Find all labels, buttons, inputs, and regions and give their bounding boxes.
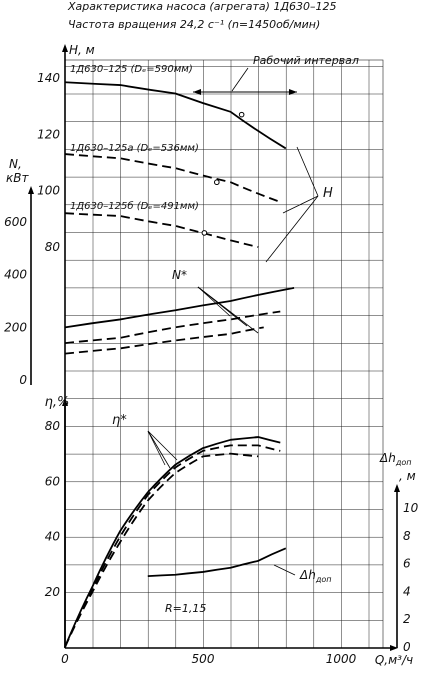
chart-title-line2: Частота вращения 24,2 с⁻¹ (n=1450об/мин) — [68, 18, 321, 31]
q-tick-label: 500 — [192, 652, 215, 666]
n-axis-label: N, — [9, 157, 22, 171]
h-axis-label: H, м — [69, 43, 95, 57]
series-curve-eta — [64, 452, 259, 648]
q-axis-arrow — [390, 645, 398, 651]
dh-callout-subscript: доп — [315, 575, 332, 584]
eta-callout-leader — [147, 430, 178, 461]
series-curve-N — [64, 286, 295, 329]
working-interval-label: Рабочий интервал — [253, 54, 359, 67]
n-callout-label: N* — [172, 268, 187, 282]
dh-axis-subscript: доп — [395, 458, 412, 467]
eta-tick-label: 20 — [45, 585, 61, 599]
series-curve-H — [64, 212, 259, 248]
h-tick-label: 100 — [37, 184, 60, 198]
h-series-label: 1Д630–125б (Dₑ=491мм) — [70, 200, 199, 212]
h-tick-label: 120 — [37, 127, 60, 141]
eta-tick-label: 80 — [45, 419, 61, 433]
dh-axis-unit: , м — [399, 469, 416, 483]
n-tick-label: 200 — [4, 320, 27, 334]
series-curve-H — [64, 153, 281, 203]
working-interval-arrow-right — [289, 89, 297, 95]
series-curve-eta — [64, 444, 281, 648]
series-curve-eta — [64, 436, 281, 648]
eta-tick-label: 40 — [45, 530, 61, 544]
dh-axis-arrow — [394, 484, 400, 492]
dh-callout-label: Δhдоп — [299, 568, 331, 584]
h-callout-leader — [282, 195, 319, 214]
dh-callout-leader — [273, 564, 296, 576]
eta-callout-leader — [147, 430, 171, 469]
labels: H, м N,кВт η,% Δhдоп , м Q,м³/ч 1Д630–125 (Dₑ=… — [6, 43, 416, 667]
chart-title-line1: Характеристика насоса (агрегата) 1Д630–1… — [68, 0, 337, 13]
h-series-label: 1Д630–125 (Dₑ=590мм) — [70, 64, 193, 75]
series-curve-N — [64, 310, 281, 345]
working-interval-arrow-left — [193, 89, 201, 95]
n-callout-leader — [197, 286, 231, 317]
n-axis-arrow — [28, 186, 34, 194]
dh-tick-label: 10 — [403, 501, 419, 515]
q-axis-label: Q,м³/ч — [375, 653, 413, 667]
h-tick-label: 80 — [45, 240, 61, 254]
n-tick-label: 400 — [4, 268, 27, 282]
eta-axis-arrow — [62, 398, 68, 406]
eta-callout-leader — [147, 430, 166, 466]
r-value-label: R=1,15 — [165, 602, 206, 615]
n-axis-unit: кВт — [6, 171, 29, 185]
h-tick-label: 140 — [37, 71, 60, 85]
design-point-marker — [201, 230, 208, 236]
h-callout-label: H — [323, 186, 333, 201]
h-axis-arrow — [62, 44, 68, 52]
q-tick-label: 0 — [61, 652, 69, 666]
eta-callout-label: η* — [112, 413, 127, 428]
dh-tick-label: 4 — [403, 584, 411, 598]
eta-tick-label: 60 — [45, 474, 61, 488]
n-tick-label: 600 — [4, 215, 27, 229]
n-tick-label: 0 — [19, 373, 27, 387]
h-callout-leader — [296, 146, 319, 197]
dh-tick-label: 2 — [403, 612, 411, 626]
series-curve-N — [64, 326, 264, 355]
h-callout-leader — [265, 195, 319, 263]
dh-axis-label: Δhдоп — [379, 451, 411, 467]
n-callout-leader — [197, 286, 259, 334]
design-point-marker — [238, 111, 245, 118]
series-curve-H — [64, 81, 287, 150]
dh-tick-label: 0 — [403, 640, 411, 654]
series-curve-dh — [147, 547, 287, 578]
grid — [64, 59, 384, 649]
eta-axis-label: η,% — [45, 395, 70, 410]
dh-tick-label: 8 — [403, 529, 411, 543]
axes — [28, 44, 400, 651]
q-tick-label: 1000 — [326, 652, 357, 666]
design-point-marker — [214, 179, 220, 186]
dh-tick-label: 6 — [403, 557, 411, 571]
working-interval-leader — [231, 67, 249, 92]
curves — [64, 81, 295, 648]
h-series-label: 1Д630–125а (Dₑ=536мм) — [70, 143, 199, 154]
